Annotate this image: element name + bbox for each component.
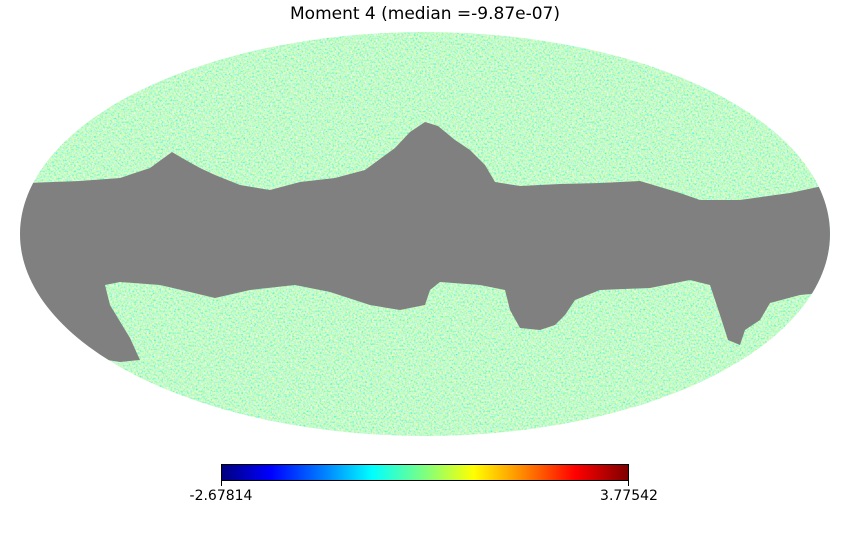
colorbar — [221, 464, 629, 481]
colorbar-min-label: -2.67814 — [189, 488, 253, 504]
colorbar-min-tick — [221, 481, 222, 486]
mollweide-sky-map — [20, 32, 830, 436]
galactic-mask — [20, 122, 830, 362]
colorbar-max-label: 3.77542 — [600, 488, 658, 504]
map-title: Moment 4 (median =-9.87e-07) — [290, 4, 560, 24]
colorbar-max-tick — [628, 481, 629, 486]
